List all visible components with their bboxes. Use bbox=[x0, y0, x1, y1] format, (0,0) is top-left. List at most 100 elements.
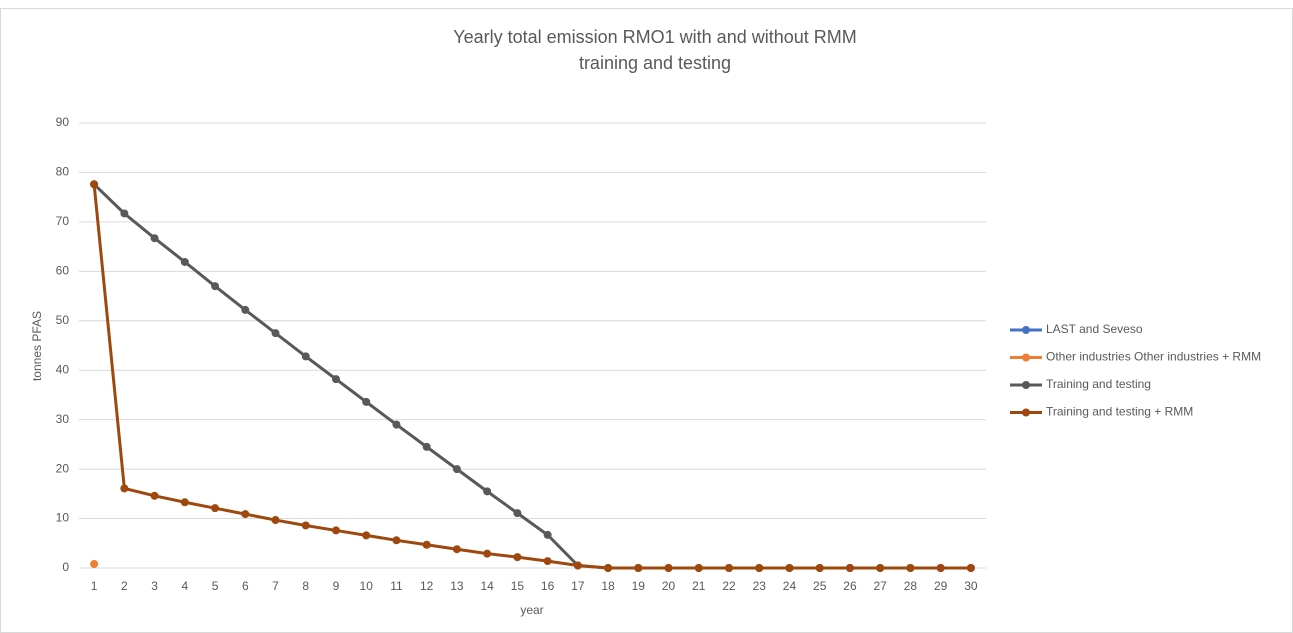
x-tick-label: 1 bbox=[91, 579, 98, 593]
x-tick-label: 28 bbox=[904, 579, 918, 593]
x-tick-label: 12 bbox=[420, 579, 434, 593]
data-point bbox=[664, 564, 673, 572]
x-tick-label: 20 bbox=[662, 579, 676, 593]
chart-title: Yearly total emission RMO1 with and with… bbox=[453, 27, 857, 47]
x-tick-label: 13 bbox=[450, 579, 464, 593]
data-point bbox=[90, 180, 99, 189]
data-point bbox=[785, 564, 794, 572]
y-tick-label: 50 bbox=[56, 313, 70, 327]
legend-label: Training and testing bbox=[1046, 377, 1151, 391]
x-tick-label: 27 bbox=[874, 579, 888, 593]
x-tick-label: 14 bbox=[480, 579, 494, 593]
legend-label: Other industries Other industries + RMM bbox=[1046, 350, 1261, 364]
data-point bbox=[966, 564, 975, 572]
data-point bbox=[120, 484, 129, 493]
data-point bbox=[301, 521, 310, 530]
y-tick-label: 80 bbox=[56, 165, 70, 179]
data-point bbox=[573, 561, 582, 570]
y-tick-label: 0 bbox=[62, 560, 69, 574]
data-point bbox=[271, 329, 280, 338]
y-tick-label: 60 bbox=[56, 264, 70, 278]
data-point bbox=[150, 234, 159, 243]
x-tick-label: 29 bbox=[934, 579, 948, 593]
x-tick-label: 15 bbox=[511, 579, 525, 593]
data-point bbox=[362, 397, 371, 406]
data-point bbox=[483, 487, 492, 496]
x-tick-label: 10 bbox=[360, 579, 374, 593]
x-tick-label: 6 bbox=[242, 579, 249, 593]
data-point bbox=[452, 465, 461, 474]
x-tick-label: 9 bbox=[333, 579, 340, 593]
data-point bbox=[241, 510, 250, 519]
legend-marker bbox=[1022, 353, 1030, 362]
data-point bbox=[513, 553, 522, 562]
x-tick-label: 11 bbox=[390, 579, 403, 593]
data-point bbox=[180, 257, 189, 266]
y-tick-label: 90 bbox=[56, 115, 70, 129]
data-point bbox=[422, 540, 431, 549]
data-point bbox=[180, 498, 189, 507]
x-tick-label: 17 bbox=[571, 579, 585, 593]
x-tick-label: 8 bbox=[302, 579, 309, 593]
data-point bbox=[936, 564, 945, 572]
data-point bbox=[815, 564, 824, 572]
legend-label: Training and testing + RMM bbox=[1046, 405, 1193, 419]
x-axis-label: year bbox=[520, 603, 543, 617]
y-axis-label: tonnes PFAS bbox=[30, 311, 44, 381]
data-point bbox=[483, 549, 492, 558]
series-line bbox=[92, 184, 971, 570]
data-point bbox=[211, 282, 220, 291]
data-point bbox=[725, 564, 734, 572]
x-tick-label: 22 bbox=[722, 579, 736, 593]
data-point bbox=[694, 564, 703, 572]
x-tick-label: 23 bbox=[753, 579, 767, 593]
data-point bbox=[755, 564, 764, 572]
y-tick-label: 30 bbox=[56, 412, 70, 426]
x-tick-label: 21 bbox=[692, 579, 706, 593]
data-point bbox=[604, 564, 613, 572]
x-tick-label: 2 bbox=[121, 579, 128, 593]
data-point bbox=[120, 209, 129, 218]
x-tick-label: 26 bbox=[843, 579, 857, 593]
x-tick-label: 19 bbox=[632, 579, 646, 593]
data-point bbox=[301, 352, 310, 361]
chart-title: training and testing bbox=[579, 53, 731, 73]
data-point bbox=[543, 557, 552, 566]
data-point bbox=[422, 442, 431, 451]
data-point bbox=[331, 526, 340, 535]
x-tick-label: 4 bbox=[181, 579, 188, 593]
y-tick-label: 40 bbox=[56, 362, 70, 376]
data-point bbox=[392, 420, 401, 429]
data-point bbox=[906, 564, 915, 572]
legend-marker bbox=[1022, 326, 1030, 334]
x-tick-label: 30 bbox=[964, 579, 978, 593]
data-point bbox=[211, 504, 220, 513]
data-point bbox=[845, 564, 854, 572]
data-point bbox=[452, 545, 461, 554]
data-point bbox=[362, 531, 371, 540]
data-point bbox=[392, 536, 401, 545]
x-tick-label: 7 bbox=[272, 579, 279, 593]
data-point bbox=[271, 516, 280, 525]
data-point bbox=[513, 509, 522, 518]
legend-marker bbox=[1022, 381, 1030, 389]
data-point bbox=[90, 560, 99, 569]
y-tick-label: 10 bbox=[56, 511, 70, 525]
legend-marker bbox=[1022, 408, 1030, 417]
x-tick-label: 3 bbox=[151, 579, 158, 593]
x-tick-label: 18 bbox=[601, 579, 615, 593]
data-point bbox=[543, 530, 552, 539]
data-point bbox=[150, 491, 159, 500]
y-tick-label: 70 bbox=[56, 214, 70, 228]
data-point bbox=[331, 375, 340, 384]
x-tick-label: 5 bbox=[212, 579, 219, 593]
x-tick-label: 25 bbox=[813, 579, 827, 593]
legend-label: LAST and Seveso bbox=[1046, 322, 1143, 336]
data-point bbox=[634, 564, 643, 572]
x-tick-label: 16 bbox=[541, 579, 555, 593]
data-point bbox=[876, 564, 885, 572]
x-tick-label: 24 bbox=[783, 579, 797, 593]
data-point bbox=[241, 305, 250, 314]
